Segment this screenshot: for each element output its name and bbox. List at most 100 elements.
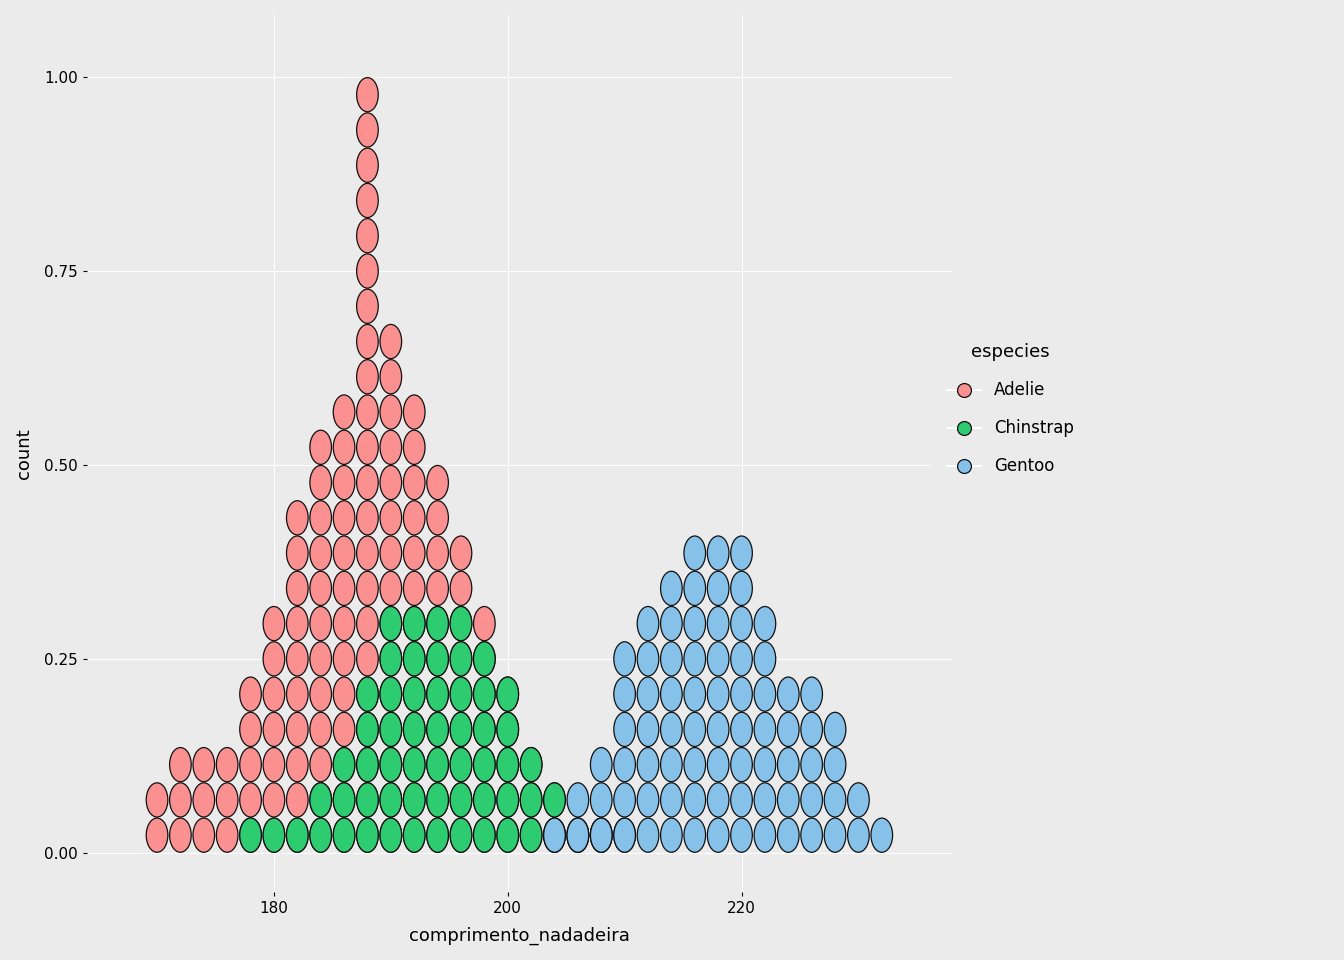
Ellipse shape: [427, 607, 449, 640]
Ellipse shape: [333, 712, 355, 747]
Ellipse shape: [684, 818, 706, 852]
Ellipse shape: [427, 571, 449, 606]
Ellipse shape: [310, 748, 332, 781]
Ellipse shape: [544, 782, 566, 817]
Ellipse shape: [403, 571, 425, 606]
Ellipse shape: [731, 607, 753, 640]
Ellipse shape: [263, 642, 285, 676]
Ellipse shape: [310, 818, 332, 852]
Ellipse shape: [567, 818, 589, 852]
Ellipse shape: [754, 818, 775, 852]
Ellipse shape: [544, 818, 566, 852]
Ellipse shape: [544, 818, 566, 852]
Ellipse shape: [754, 607, 775, 640]
Ellipse shape: [356, 712, 378, 747]
Ellipse shape: [216, 818, 238, 852]
Ellipse shape: [707, 818, 728, 852]
X-axis label: comprimento_nadadeira: comprimento_nadadeira: [409, 926, 630, 945]
Ellipse shape: [731, 571, 753, 606]
Ellipse shape: [380, 642, 402, 676]
Ellipse shape: [707, 642, 728, 676]
Ellipse shape: [286, 536, 308, 570]
Ellipse shape: [450, 712, 472, 747]
Ellipse shape: [450, 782, 472, 817]
Ellipse shape: [169, 748, 191, 781]
Ellipse shape: [427, 677, 449, 711]
Ellipse shape: [380, 395, 402, 429]
Ellipse shape: [427, 748, 449, 781]
Ellipse shape: [356, 607, 378, 640]
Ellipse shape: [427, 501, 449, 535]
Ellipse shape: [427, 642, 449, 676]
Ellipse shape: [380, 360, 402, 394]
Ellipse shape: [660, 571, 683, 606]
Ellipse shape: [614, 748, 636, 781]
Ellipse shape: [707, 677, 728, 711]
Ellipse shape: [777, 782, 800, 817]
Ellipse shape: [356, 536, 378, 570]
Ellipse shape: [427, 748, 449, 781]
Ellipse shape: [333, 748, 355, 781]
Ellipse shape: [731, 677, 753, 711]
Ellipse shape: [450, 536, 472, 570]
Ellipse shape: [614, 818, 636, 852]
Ellipse shape: [590, 818, 612, 852]
Ellipse shape: [380, 712, 402, 747]
Ellipse shape: [427, 782, 449, 817]
Ellipse shape: [333, 466, 355, 499]
Ellipse shape: [403, 501, 425, 535]
Ellipse shape: [497, 818, 519, 852]
Ellipse shape: [684, 642, 706, 676]
Ellipse shape: [380, 571, 402, 606]
Ellipse shape: [333, 642, 355, 676]
Ellipse shape: [450, 748, 472, 781]
Ellipse shape: [239, 677, 261, 711]
Ellipse shape: [286, 677, 308, 711]
Ellipse shape: [497, 748, 519, 781]
Ellipse shape: [310, 677, 332, 711]
Ellipse shape: [356, 289, 378, 324]
Ellipse shape: [310, 430, 332, 465]
Ellipse shape: [403, 677, 425, 711]
Ellipse shape: [286, 607, 308, 640]
Ellipse shape: [403, 782, 425, 817]
Ellipse shape: [497, 818, 519, 852]
Ellipse shape: [380, 677, 402, 711]
Ellipse shape: [403, 782, 425, 817]
Ellipse shape: [403, 748, 425, 781]
Ellipse shape: [684, 607, 706, 640]
Ellipse shape: [356, 818, 378, 852]
Ellipse shape: [286, 642, 308, 676]
Ellipse shape: [356, 677, 378, 711]
Ellipse shape: [380, 324, 402, 359]
Ellipse shape: [824, 782, 845, 817]
Ellipse shape: [520, 748, 542, 781]
Ellipse shape: [380, 607, 402, 640]
Ellipse shape: [473, 642, 495, 676]
Ellipse shape: [660, 642, 683, 676]
Ellipse shape: [333, 748, 355, 781]
Ellipse shape: [356, 642, 378, 676]
Ellipse shape: [520, 748, 542, 781]
Ellipse shape: [146, 782, 168, 817]
Ellipse shape: [801, 748, 823, 781]
Ellipse shape: [473, 818, 495, 852]
Ellipse shape: [239, 818, 261, 852]
Ellipse shape: [356, 748, 378, 781]
Ellipse shape: [286, 818, 308, 852]
Ellipse shape: [614, 712, 636, 747]
Ellipse shape: [380, 782, 402, 817]
Ellipse shape: [263, 677, 285, 711]
Ellipse shape: [286, 818, 308, 852]
Ellipse shape: [356, 571, 378, 606]
Ellipse shape: [380, 642, 402, 676]
Ellipse shape: [403, 536, 425, 570]
Ellipse shape: [310, 712, 332, 747]
Ellipse shape: [801, 782, 823, 817]
Ellipse shape: [707, 571, 728, 606]
Ellipse shape: [660, 607, 683, 640]
Ellipse shape: [754, 677, 775, 711]
Ellipse shape: [356, 78, 378, 111]
Ellipse shape: [497, 782, 519, 817]
Ellipse shape: [544, 782, 566, 817]
